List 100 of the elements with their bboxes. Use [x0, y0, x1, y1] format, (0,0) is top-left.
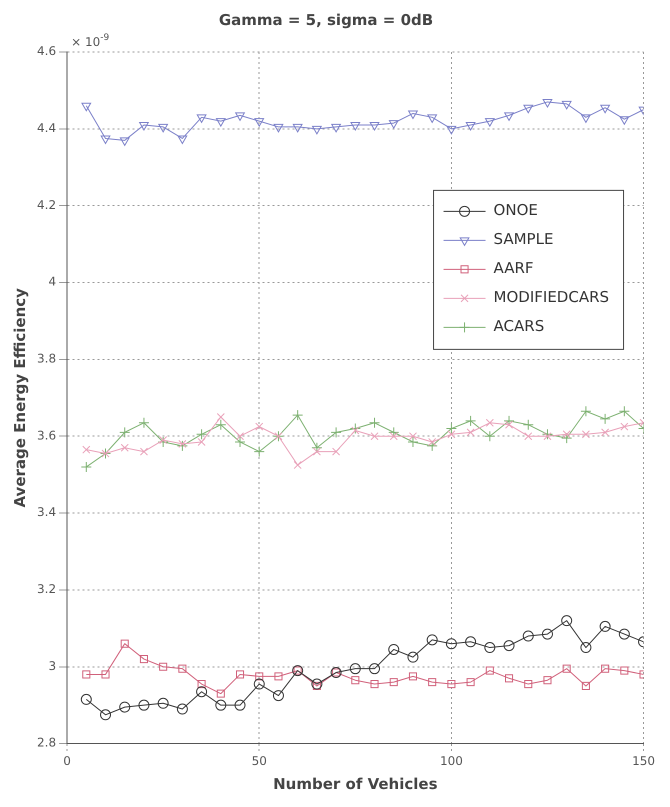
- point: [561, 615, 572, 626]
- point: [370, 680, 379, 688]
- point: [196, 686, 208, 698]
- point: [601, 428, 610, 436]
- point: [198, 438, 206, 446]
- point: [542, 98, 552, 108]
- point: [369, 663, 380, 674]
- point: [582, 430, 590, 438]
- point: [370, 122, 380, 130]
- point: [120, 137, 130, 146]
- point: [350, 663, 361, 674]
- point: [618, 406, 630, 417]
- y-tick-label: 3: [48, 658, 56, 673]
- point: [504, 415, 515, 426]
- point: [428, 438, 436, 446]
- point: [274, 672, 282, 680]
- y-tick-label: 4.2: [36, 198, 56, 212]
- point: [159, 436, 168, 444]
- point: [408, 110, 418, 119]
- point: [543, 432, 552, 440]
- point: [580, 406, 592, 417]
- legend-label: SAMPLE: [494, 230, 554, 248]
- point: [369, 417, 380, 428]
- point: [600, 620, 611, 632]
- point: [198, 680, 206, 688]
- point: [486, 418, 494, 427]
- point: [522, 630, 534, 642]
- point: [312, 448, 321, 456]
- point: [311, 678, 322, 690]
- point: [255, 672, 264, 680]
- point: [446, 126, 456, 134]
- point: [390, 432, 398, 440]
- point: [484, 118, 495, 127]
- point: [523, 104, 534, 114]
- point: [620, 422, 628, 431]
- point: [332, 448, 340, 456]
- point: [140, 655, 148, 664]
- point: [158, 698, 169, 709]
- point: [178, 440, 186, 448]
- point: [408, 672, 417, 680]
- legend-label: ACARS: [494, 317, 544, 336]
- point: [292, 410, 304, 421]
- x-axis-title: Number of Vehicles: [273, 774, 438, 793]
- point: [465, 636, 476, 648]
- point: [350, 423, 361, 434]
- point: [370, 432, 379, 440]
- point: [101, 670, 110, 678]
- chart-title: Gamma = 5, sigma = 0dB: [218, 10, 434, 29]
- point: [312, 126, 322, 134]
- point: [236, 432, 244, 440]
- point: [215, 700, 226, 711]
- point: [466, 428, 475, 436]
- point: [620, 116, 630, 125]
- point: [581, 114, 591, 123]
- point: [465, 415, 476, 426]
- point: [80, 694, 92, 705]
- point: [234, 436, 246, 448]
- point: [524, 432, 532, 440]
- point: [216, 690, 225, 698]
- point: [120, 640, 129, 648]
- x-tick-label: 150: [632, 754, 655, 768]
- point: [504, 112, 514, 121]
- point: [388, 426, 400, 438]
- point: [620, 666, 628, 675]
- point: [618, 628, 630, 640]
- point: [80, 461, 92, 472]
- point: [562, 664, 571, 673]
- point: [542, 628, 553, 640]
- point: [505, 674, 514, 682]
- point: [82, 670, 90, 678]
- point: [159, 662, 168, 671]
- point: [543, 676, 552, 684]
- point: [351, 426, 360, 434]
- point: [138, 700, 150, 711]
- point: [234, 700, 246, 711]
- point: [312, 682, 321, 690]
- point: [350, 122, 360, 130]
- point: [254, 678, 265, 690]
- y-axis-title: Average Energy Efficiency: [10, 288, 29, 508]
- point: [176, 440, 188, 452]
- point: [601, 664, 610, 673]
- point: [351, 676, 360, 684]
- point: [255, 422, 264, 431]
- point: [428, 678, 436, 686]
- point: [178, 135, 188, 144]
- y-tick-label: 4.4: [36, 120, 56, 135]
- point: [407, 436, 418, 448]
- y-tick-label: 3.4: [36, 505, 56, 520]
- point: [331, 124, 341, 132]
- point: [390, 678, 398, 686]
- point: [100, 709, 112, 720]
- point: [447, 430, 456, 438]
- point: [294, 461, 302, 470]
- point: [484, 642, 496, 654]
- point: [580, 642, 592, 654]
- y-tick-label: 4: [48, 274, 56, 289]
- point: [600, 413, 611, 424]
- point: [330, 426, 342, 438]
- point: [484, 430, 496, 442]
- point: [407, 652, 418, 663]
